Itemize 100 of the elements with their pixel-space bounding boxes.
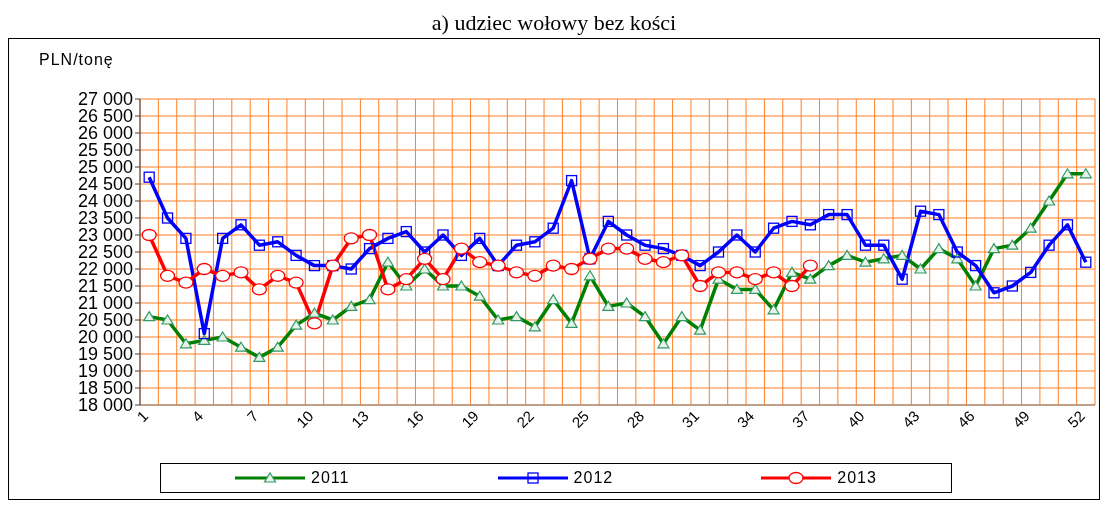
point [914, 205, 927, 217]
point [380, 283, 396, 296]
point [692, 279, 708, 293]
point [951, 246, 963, 258]
point [363, 242, 376, 255]
point [841, 208, 853, 221]
point [563, 262, 580, 276]
point [400, 225, 412, 238]
x-tick-label: 25 [568, 407, 593, 431]
legend-label: 2012 [573, 469, 614, 487]
point [141, 228, 157, 242]
point [712, 246, 725, 258]
point [1061, 219, 1074, 231]
x-tick-label: 4 [188, 407, 207, 426]
point [710, 266, 727, 279]
x-tick-label: 22 [513, 407, 537, 431]
point [657, 242, 670, 255]
point [602, 215, 614, 228]
point [196, 262, 212, 276]
point [343, 232, 359, 245]
x-tick-label: 52 [1064, 407, 1088, 431]
point [417, 252, 433, 265]
point [472, 256, 488, 269]
point [565, 174, 578, 187]
point [216, 232, 229, 245]
point [694, 259, 706, 272]
x-tick-label: 19 [458, 407, 482, 431]
point [453, 242, 470, 255]
point [270, 269, 286, 282]
point [306, 317, 323, 330]
point [896, 273, 908, 285]
point [600, 242, 616, 255]
point [510, 239, 523, 251]
x-tick-label: 40 [843, 407, 868, 431]
x-tick-label: 49 [1009, 407, 1033, 431]
x-tick-label: 13 [347, 407, 372, 431]
point [749, 246, 761, 258]
chart-title: a) udziec wołowy bez kości [430, 9, 678, 37]
point [272, 236, 284, 248]
point [178, 276, 194, 289]
point [1025, 266, 1037, 279]
point [398, 273, 414, 286]
point [878, 239, 890, 251]
point [288, 276, 304, 289]
point [729, 266, 745, 279]
point [180, 232, 192, 245]
point [143, 171, 155, 183]
point [474, 232, 486, 245]
x-tick-label: 16 [402, 407, 427, 431]
point [988, 287, 1000, 299]
point [161, 212, 174, 224]
point [508, 266, 525, 279]
point [637, 252, 653, 265]
x-tick-label: 31 [678, 407, 703, 431]
legend-label: 2013 [837, 469, 877, 487]
x-tick-label: 37 [788, 407, 813, 431]
point [345, 263, 357, 275]
point [765, 266, 782, 279]
x-tick-label: 1 [133, 407, 152, 426]
point [767, 222, 780, 234]
x-tick-label: 10 [292, 407, 317, 431]
point [859, 239, 872, 251]
point [802, 259, 818, 272]
point [1006, 280, 1019, 292]
point [547, 222, 559, 234]
point [804, 219, 816, 231]
point [747, 273, 763, 286]
point [214, 269, 231, 282]
point [253, 239, 266, 251]
point [1080, 256, 1092, 268]
point [361, 228, 378, 242]
point [784, 279, 800, 293]
x-tick-label: 28 [623, 407, 648, 431]
point [545, 259, 561, 272]
point [159, 269, 176, 282]
point [527, 269, 543, 282]
point [235, 219, 247, 231]
point [1043, 239, 1055, 251]
point [731, 229, 743, 241]
point [969, 259, 982, 272]
point [639, 239, 651, 251]
point [290, 249, 302, 262]
point [198, 327, 210, 340]
point [621, 229, 633, 241]
point [437, 229, 449, 241]
point [529, 236, 541, 248]
x-tick-label: 46 [953, 407, 978, 431]
point [655, 256, 672, 269]
y-axis-title: PLN/tonę [39, 51, 114, 69]
legend-label: 2011 [311, 469, 350, 487]
point [251, 283, 268, 296]
point [382, 232, 394, 245]
point [933, 208, 945, 221]
point [233, 266, 249, 279]
point [823, 208, 835, 221]
point [308, 259, 321, 272]
point [435, 273, 451, 286]
x-tick-label: 34 [733, 407, 758, 431]
point [786, 215, 798, 228]
x-tick-label: 43 [898, 407, 923, 431]
